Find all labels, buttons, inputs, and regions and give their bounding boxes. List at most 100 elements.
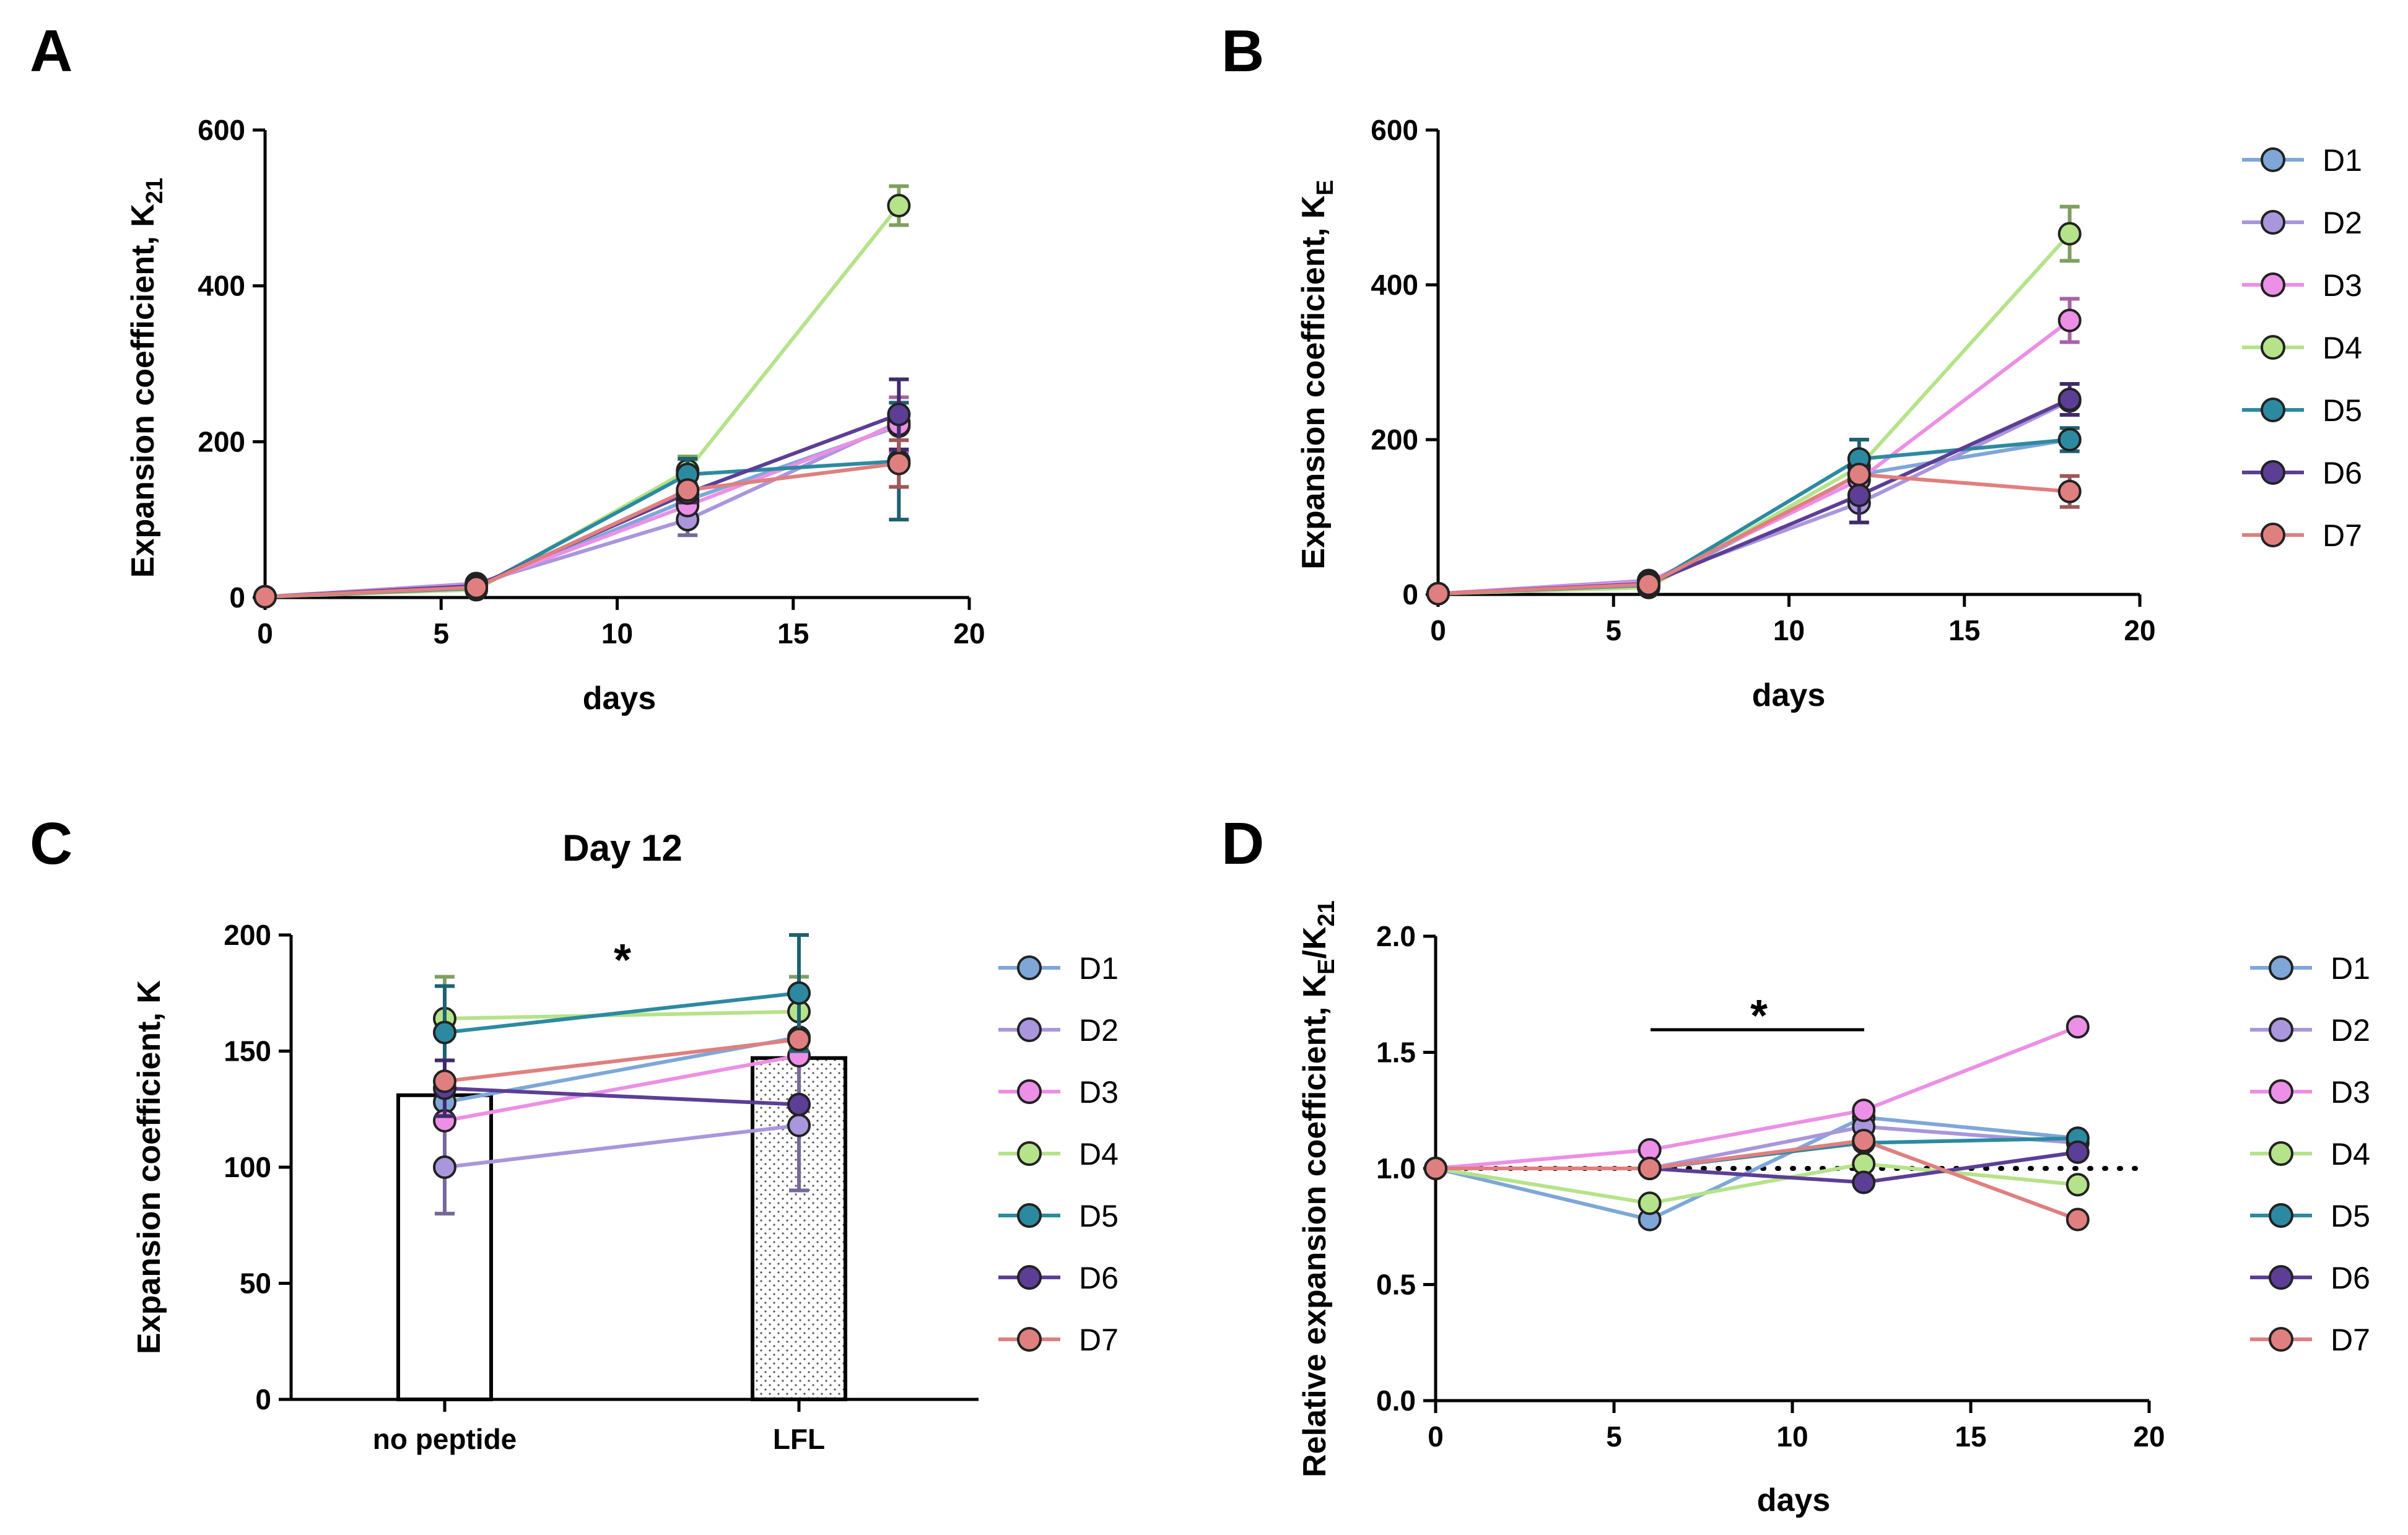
legend-label-d4: D4 [1079,1137,1119,1172]
panel-b: B days Expansion coefficient, KE 0200400… [1221,18,2362,713]
y-tick-label: 200 [1371,424,1418,456]
legend-label-d1: D1 [1079,951,1119,986]
series-line-d5 [444,991,800,1035]
y-tick-label: 0 [255,1383,271,1415]
y-tick-label: 0 [229,581,245,614]
data-point-d7 [253,585,277,609]
y-axis-label-b: Expansion coefficient, KE [1296,180,1338,569]
x-tick-label: 0 [257,617,273,650]
x-tick-label: 15 [1948,614,1980,646]
legend-label-d5: D5 [1079,1199,1119,1233]
legend-label-d2: D2 [1079,1013,1119,1048]
y-tick-label: 0.0 [1376,1385,1416,1417]
legend-marker-d1 [1017,955,1042,980]
series-line-d1 [1435,1115,2079,1222]
x-tick-label: 15 [1955,1420,1986,1453]
significance-star-d: * [1750,991,1768,1041]
series-line-d4 [444,1009,800,1020]
data-point-d6 [887,402,911,427]
series-line-d7 [444,1037,800,1084]
data-point-d7 [1636,572,1660,596]
significance-star-c: * [614,936,631,985]
y-tick-label: 0 [1402,578,1418,611]
legend-marker-d4 [2261,335,2285,360]
panel-letter-b: B [1221,18,1264,84]
legend-marker-d5 [1017,1203,1042,1228]
data-point-d6 [1852,1170,1876,1194]
data-point-d2 [433,1155,456,1179]
x-axis-label-a: days [583,681,657,716]
legend-marker-d3 [1017,1079,1042,1104]
series-line-d2 [444,1123,800,1169]
legend-label-d7: D7 [2323,518,2362,553]
series-line-d4 [1435,1162,2079,1206]
series-line-d6 [444,1086,800,1107]
data-point-d7 [2057,479,2082,503]
legend-label-d7: D7 [2331,1323,2370,1357]
data-point-d4 [2066,1173,2090,1197]
data-point-d3 [1852,1098,1876,1123]
y-tick-label: 2.0 [1376,920,1416,952]
data-point-d7 [787,1027,811,1051]
y-tick-label: 0.5 [1376,1269,1416,1301]
data-point-d7 [1426,581,1450,606]
x-tick-label: 0 [1430,614,1446,646]
series-line-d3 [444,1054,800,1123]
x-tick-label: 10 [601,617,633,650]
x-tick-label: 10 [1773,614,1805,646]
x-tick-label: 20 [953,617,985,650]
y-tick-label: 400 [198,270,245,302]
x-tick-label: 20 [2124,614,2155,646]
legend-label-d4: D4 [2323,331,2362,365]
legend-marker-d5 [2261,398,2285,422]
legend-label-d6: D6 [1079,1261,1119,1295]
legend-marker-d6 [2261,460,2285,485]
y-tick-label: 200 [224,919,271,951]
legend-marker-d1 [2261,147,2285,172]
legend-label-d5: D5 [2331,1199,2370,1233]
legend-label-d3: D3 [2323,268,2362,303]
legend-marker-d1 [2269,955,2293,980]
x-tick-label: 0 [1428,1420,1444,1453]
legend-label-d6: D6 [2331,1261,2370,1295]
legend-marker-d7 [2269,1327,2293,1352]
data-point-d7 [887,451,911,476]
y-tick-label: 150 [224,1035,271,1068]
data-point-d4 [2057,222,2082,246]
panel-a: A days Expansion coefficient, K21 020040… [30,18,985,716]
data-point-d4 [887,194,911,218]
x-tick-label: 10 [1776,1420,1808,1453]
legend-label-d1: D1 [2323,143,2362,178]
data-point-d7 [465,575,489,599]
legend-marker-d2 [1017,1017,1042,1042]
y-tick-label: 1.0 [1376,1152,1416,1185]
x-axis-label-b: days [1752,677,1826,713]
data-point-d4 [1638,1191,1662,1215]
y-tick-label: 50 [240,1268,271,1300]
series-line-d3 [1435,1025,2079,1170]
data-point-d7 [1638,1157,1662,1180]
series-line-d7 [264,461,899,599]
legend-label-d1: D1 [2331,951,2370,986]
legend-label-d2: D2 [2331,1013,2370,1048]
legend-label-d2: D2 [2323,206,2362,240]
x-tick-label: 20 [2133,1420,2165,1453]
x-axis-label-d: days [1757,1482,1831,1518]
data-point-d7 [2066,1207,2090,1232]
legend-label-d6: D6 [2323,456,2362,490]
legend-marker-d7 [1017,1327,1042,1352]
y-tick-label: 200 [198,425,245,458]
data-point-d7 [676,478,700,502]
legend-marker-d3 [2261,272,2285,297]
x-tick-label: 5 [1605,614,1621,646]
series-line-d1 [1437,438,2070,596]
series-line-d2 [1436,1124,2079,1170]
legend-label-d3: D3 [1079,1075,1119,1110]
data-point-d6 [2057,388,2082,411]
legend-marker-d4 [2269,1141,2293,1166]
y-axis-label-c: Expansion coefficient, K [131,980,167,1354]
data-point-d6 [1847,484,1871,507]
series-line-d7 [1436,1138,2079,1222]
x-category-label: no peptide [373,1423,517,1455]
